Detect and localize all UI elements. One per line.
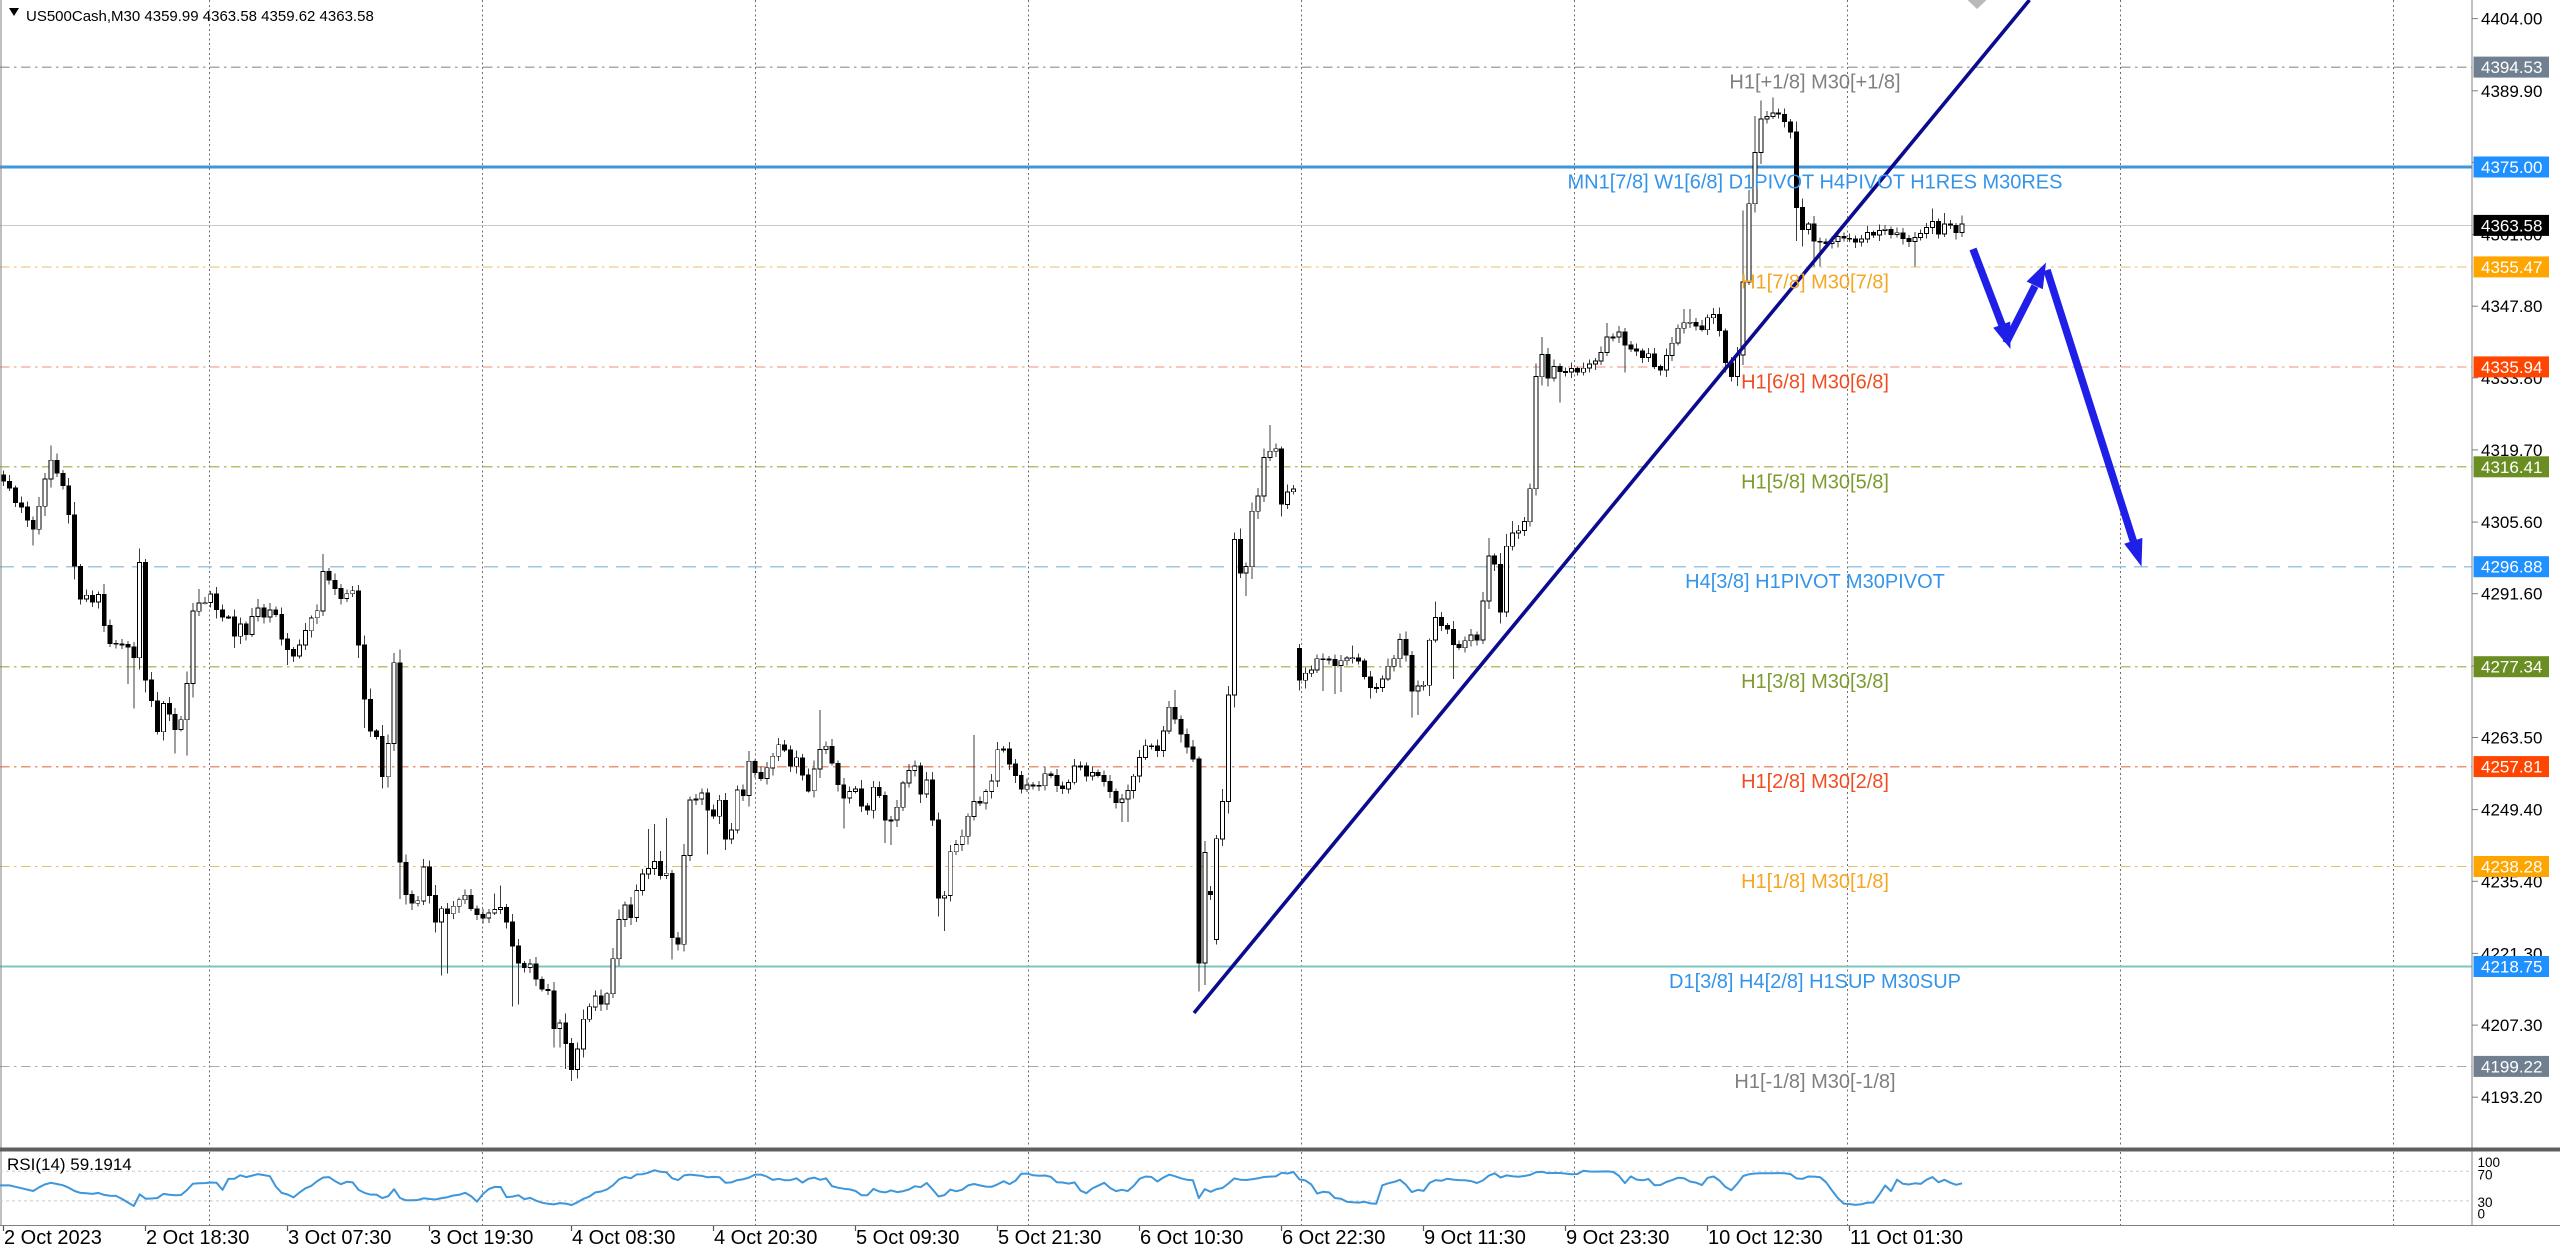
svg-text:4207.30: 4207.30 xyxy=(2481,1016,2542,1035)
svg-text:4263.50: 4263.50 xyxy=(2481,729,2542,748)
svg-text:D1[3/8] H4[2/8] H1SUP M30SUP: D1[3/8] H4[2/8] H1SUP M30SUP xyxy=(1669,971,1961,993)
svg-text:H1[2/8] M30[2/8]: H1[2/8] M30[2/8] xyxy=(1741,771,1889,793)
svg-text:2 Oct 2023: 2 Oct 2023 xyxy=(4,1227,102,1249)
svg-text:4218.75: 4218.75 xyxy=(2481,958,2542,977)
svg-text:30: 30 xyxy=(2478,1195,2493,1210)
svg-text:4347.80: 4347.80 xyxy=(2481,297,2542,316)
svg-text:5 Oct 21:30: 5 Oct 21:30 xyxy=(998,1227,1101,1249)
svg-text:4 Oct 08:30: 4 Oct 08:30 xyxy=(572,1227,675,1249)
svg-text:11 Oct 01:30: 11 Oct 01:30 xyxy=(1850,1227,1963,1249)
svg-text:70: 70 xyxy=(2478,1168,2493,1183)
svg-text:MN1[7/8] W1[6/8] D1PIVOT H4PIV: MN1[7/8] W1[6/8] D1PIVOT H4PIVOT H1RES M… xyxy=(1568,172,2063,194)
svg-text:9 Oct 11:30: 9 Oct 11:30 xyxy=(1424,1227,1526,1249)
svg-text:4296.88: 4296.88 xyxy=(2481,558,2542,577)
svg-text:10 Oct 12:30: 10 Oct 12:30 xyxy=(1708,1227,1823,1249)
svg-text:4394.53: 4394.53 xyxy=(2481,58,2542,77)
svg-text:4389.90: 4389.90 xyxy=(2481,82,2542,101)
svg-text:4363.58: 4363.58 xyxy=(2481,216,2542,235)
svg-text:US500Cash,M30 4359.99 4363.58: US500Cash,M30 4359.99 4363.58 4359.62 43… xyxy=(26,8,374,25)
svg-text:4305.60: 4305.60 xyxy=(2481,513,2542,532)
svg-text:H4[3/8] H1PIVOT M30PIVOT: H4[3/8] H1PIVOT M30PIVOT xyxy=(1685,571,1945,593)
svg-text:H1[1/8] M30[1/8]: H1[1/8] M30[1/8] xyxy=(1741,871,1889,893)
svg-text:6 Oct 10:30: 6 Oct 10:30 xyxy=(1140,1227,1243,1249)
svg-text:H1[5/8] M30[5/8]: H1[5/8] M30[5/8] xyxy=(1741,471,1889,493)
svg-text:H1[6/8] M30[6/8]: H1[6/8] M30[6/8] xyxy=(1741,371,1889,393)
svg-text:4355.47: 4355.47 xyxy=(2481,258,2542,277)
svg-text:4249.40: 4249.40 xyxy=(2481,801,2542,820)
svg-text:6 Oct 22:30: 6 Oct 22:30 xyxy=(1282,1227,1385,1249)
svg-text:4193.20: 4193.20 xyxy=(2481,1088,2542,1107)
svg-text:4257.81: 4257.81 xyxy=(2481,758,2542,777)
svg-text:4375.00: 4375.00 xyxy=(2481,158,2542,177)
svg-text:5 Oct 09:30: 5 Oct 09:30 xyxy=(856,1227,959,1249)
svg-text:3 Oct 19:30: 3 Oct 19:30 xyxy=(430,1227,533,1249)
svg-text:4238.28: 4238.28 xyxy=(2481,858,2542,877)
svg-text:4316.41: 4316.41 xyxy=(2481,458,2542,477)
svg-text:4199.22: 4199.22 xyxy=(2481,1057,2542,1076)
svg-text:H1[3/8] M30[3/8]: H1[3/8] M30[3/8] xyxy=(1741,671,1889,693)
svg-text:4235.40: 4235.40 xyxy=(2481,872,2542,891)
svg-text:3 Oct 07:30: 3 Oct 07:30 xyxy=(288,1227,391,1249)
svg-text:4291.60: 4291.60 xyxy=(2481,585,2542,604)
svg-text:H1[-1/8] M30[-1/8]: H1[-1/8] M30[-1/8] xyxy=(1734,1071,1895,1093)
svg-text:0: 0 xyxy=(2478,1207,2486,1222)
svg-text:4277.34: 4277.34 xyxy=(2481,658,2542,677)
svg-text:100: 100 xyxy=(2478,1155,2501,1170)
svg-text:9 Oct 23:30: 9 Oct 23:30 xyxy=(1566,1227,1669,1249)
svg-text:RSI(14) 59.1914: RSI(14) 59.1914 xyxy=(7,1155,132,1174)
svg-text:4335.94: 4335.94 xyxy=(2481,358,2542,377)
svg-text:H1[+1/8] M30[+1/8]: H1[+1/8] M30[+1/8] xyxy=(1729,72,1900,94)
svg-text:4404.00: 4404.00 xyxy=(2481,10,2542,29)
svg-text:H1[7/8] M30[7/8]: H1[7/8] M30[7/8] xyxy=(1741,271,1889,293)
svg-text:2 Oct 18:30: 2 Oct 18:30 xyxy=(146,1227,249,1249)
svg-text:4 Oct 20:30: 4 Oct 20:30 xyxy=(714,1227,817,1249)
svg-text:4319.70: 4319.70 xyxy=(2481,441,2542,460)
